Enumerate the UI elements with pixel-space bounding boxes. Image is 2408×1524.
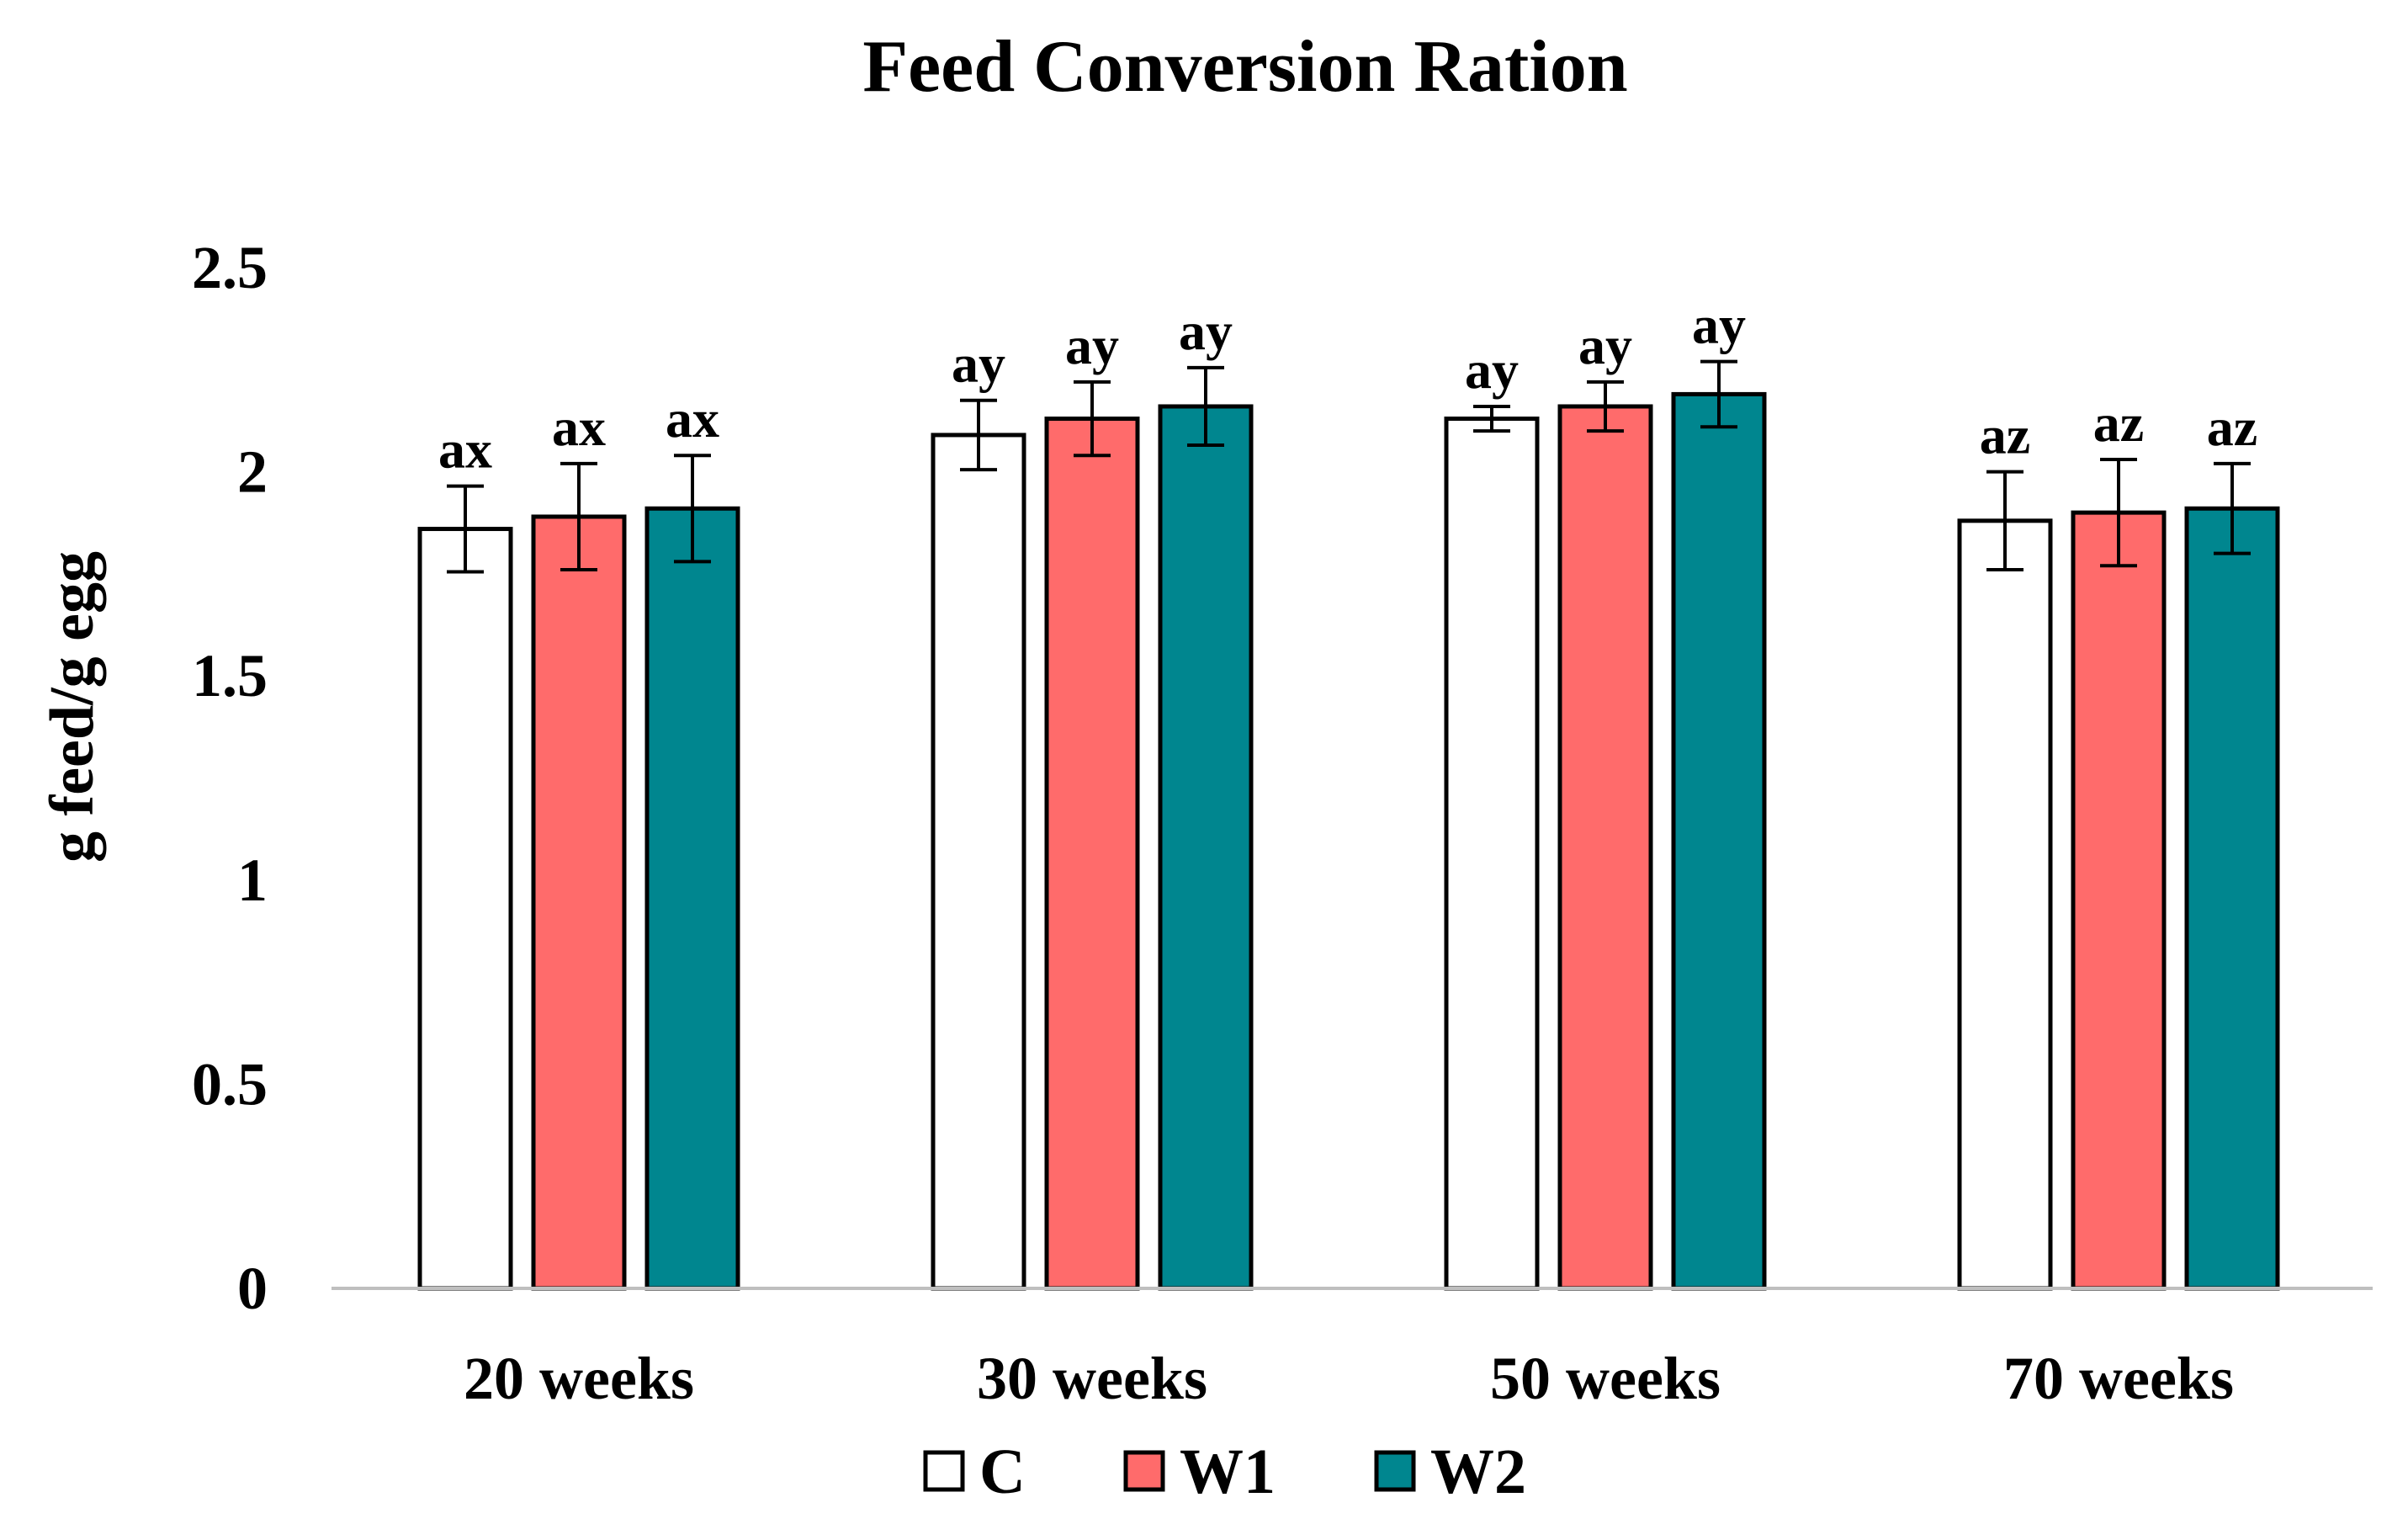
legend: C W1 W2 <box>923 1436 1526 1507</box>
y-tick-label: 0 <box>237 1255 268 1322</box>
legend-item-w2: W2 <box>1374 1436 1526 1507</box>
legend-label-w2: W2 <box>1430 1436 1526 1507</box>
bar-c-4 <box>1957 518 2053 1291</box>
bar-w1-4 <box>2071 510 2167 1291</box>
legend-item-c: C <box>923 1436 1026 1507</box>
chart-title: Feed Conversion Ration <box>862 26 1627 108</box>
y-tick-label: 1.5 <box>192 642 268 709</box>
category-labels-group: 20 weeks 30 weeks 50 weeks 70 weeks <box>464 1345 2234 1412</box>
bar-c-2 <box>931 433 1026 1291</box>
significance-label: az <box>1980 406 2030 465</box>
bar-w1-2 <box>1044 417 1140 1291</box>
bar-c-3 <box>1444 417 1540 1291</box>
x-category-label: 50 weeks <box>1490 1345 1721 1412</box>
bar-w2-3 <box>1671 391 1767 1291</box>
legend-swatch-w1 <box>1123 1450 1165 1492</box>
x-category-label: 30 weeks <box>977 1345 1207 1412</box>
y-axis-title: g feed/g egg <box>38 551 107 863</box>
bar-w1-3 <box>1557 404 1653 1291</box>
bar-w2-2 <box>1158 404 1254 1291</box>
x-category-label: 70 weeks <box>2003 1345 2234 1412</box>
significance-label: ay <box>1465 340 1519 400</box>
significance-label: ax <box>438 420 492 480</box>
y-tick-label: 2 <box>237 438 268 506</box>
significance-label: az <box>2207 397 2257 457</box>
y-tick-label: 1 <box>237 847 268 914</box>
x-category-label: 20 weeks <box>464 1345 694 1412</box>
legend-swatch-w2 <box>1374 1450 1416 1492</box>
bar-c-1 <box>417 527 513 1291</box>
significance-label: ay <box>1179 301 1233 361</box>
significance-label: az <box>2093 393 2144 453</box>
significance-label: ay <box>1692 295 1746 355</box>
significance-label: ay <box>952 334 1005 394</box>
y-tick-label: 2.5 <box>192 234 268 301</box>
legend-label-c: C <box>979 1436 1026 1507</box>
bar-w1-1 <box>531 514 627 1291</box>
legend-item-w1: W1 <box>1123 1436 1276 1507</box>
y-axis-ticks: 0 0.5 1 1.5 2 2.5 <box>192 234 268 1322</box>
legend-swatch-c <box>923 1450 965 1492</box>
bars-group <box>417 391 2280 1291</box>
significance-label: ax <box>552 397 606 457</box>
legend-label-w1: W1 <box>1180 1436 1276 1507</box>
significance-label: ay <box>1065 316 1119 375</box>
bar-w2-1 <box>644 506 740 1291</box>
error-bars-group <box>447 359 2251 574</box>
y-tick-label: 0.5 <box>192 1050 268 1118</box>
significance-label: ay <box>1578 316 1632 375</box>
bar-w2-4 <box>2184 506 2280 1291</box>
significance-label: ax <box>666 389 719 449</box>
